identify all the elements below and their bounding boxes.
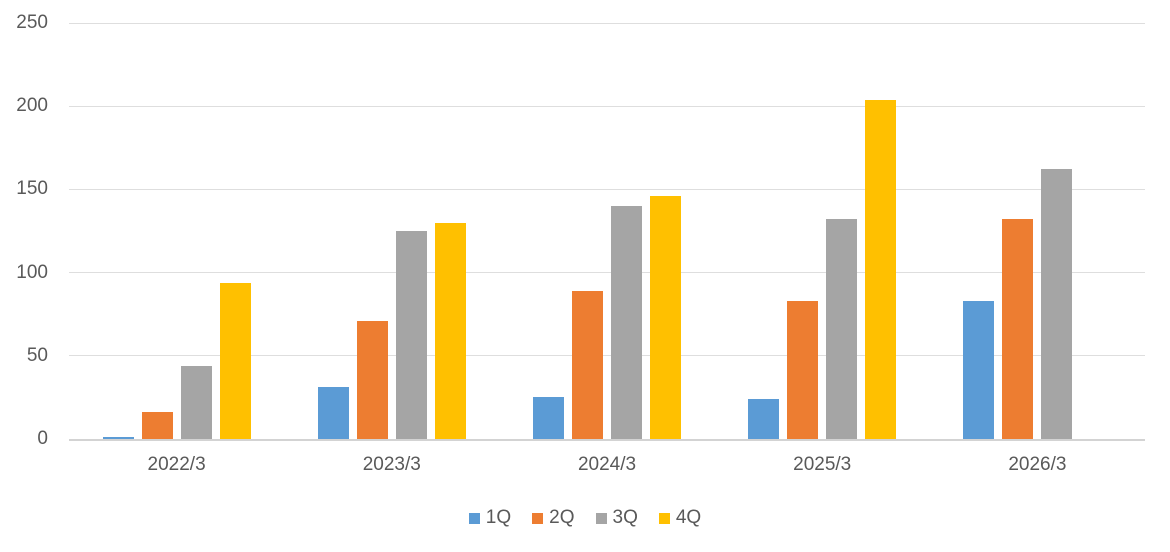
legend-label-4q: 4Q (675, 507, 702, 528)
gridline-150 (69, 188, 1145, 190)
y-tick-label-0: 0 (37, 428, 48, 449)
x-tick-label-2022-3: 2022/3 (147, 454, 206, 475)
legend-color-swatch-3q (595, 512, 607, 524)
bar-2q-2025-3 (787, 300, 819, 439)
x-axis-line (69, 439, 1145, 441)
bar-1q-2023-3 (317, 387, 349, 439)
bar-4q-2025-3 (865, 99, 897, 439)
legend-color-swatch-4q (658, 512, 670, 524)
bar-2q-2026-3 (1002, 219, 1034, 439)
legend-label-2q: 2Q (549, 507, 575, 528)
bar-3q-2023-3 (395, 231, 427, 439)
legend: 1Q 2Q 3Q 4Q (0, 505, 1170, 531)
bar-1q-2024-3 (533, 397, 564, 439)
gridline-200 (69, 105, 1145, 107)
legend-label-3q: 3Q (612, 507, 638, 528)
y-tick-label-100: 100 (16, 261, 48, 283)
y-axis: 0 50 100 150 200 250 (0, 12, 48, 449)
y-tick-label-250: 250 (16, 12, 48, 33)
x-tick-label-2025-3: 2025/3 (793, 454, 852, 475)
x-axis: 2022/3 2023/3 2024/3 2025/3 2026/3 (69, 453, 1145, 479)
legend-item-1q: 1Q (468, 507, 512, 529)
plot-area (69, 22, 1145, 441)
legend-label-1q: 1Q (485, 507, 512, 528)
y-tick-label-50: 50 (26, 344, 48, 366)
bar-3q-2025-3 (826, 219, 858, 439)
y-tick-label-150: 150 (16, 178, 48, 200)
gridline-50 (69, 355, 1145, 357)
bar-2q-2024-3 (572, 290, 603, 439)
gridline-250 (69, 22, 1145, 24)
bar-4q-2023-3 (434, 222, 466, 439)
bar-2q-2022-3 (141, 412, 173, 439)
legend-item-4q: 4Q (658, 507, 702, 529)
bar-3q-2024-3 (611, 206, 642, 439)
bar-1q-2026-3 (963, 300, 995, 439)
legend-item-3q: 3Q (595, 507, 638, 529)
legend-item-2q: 2Q (532, 507, 575, 529)
bar-1q-2022-3 (102, 437, 134, 439)
x-tick-label-2026-3: 2026/3 (1008, 454, 1067, 475)
bar-4q-2024-3 (650, 196, 681, 439)
bar-1q-2025-3 (748, 399, 780, 439)
bar-4q-2022-3 (219, 282, 251, 439)
bar-3q-2026-3 (1041, 169, 1073, 439)
legend-color-swatch-2q (532, 512, 544, 524)
bar-3q-2022-3 (180, 365, 212, 439)
bar-2q-2023-3 (356, 320, 388, 439)
legend-color-swatch-1q (468, 512, 480, 524)
x-tick-label-2023-3: 2023/3 (362, 454, 421, 475)
x-tick-label-2024-3: 2024/3 (577, 454, 637, 475)
gridline-100 (69, 272, 1145, 274)
y-tick-label-200: 200 (16, 95, 48, 117)
